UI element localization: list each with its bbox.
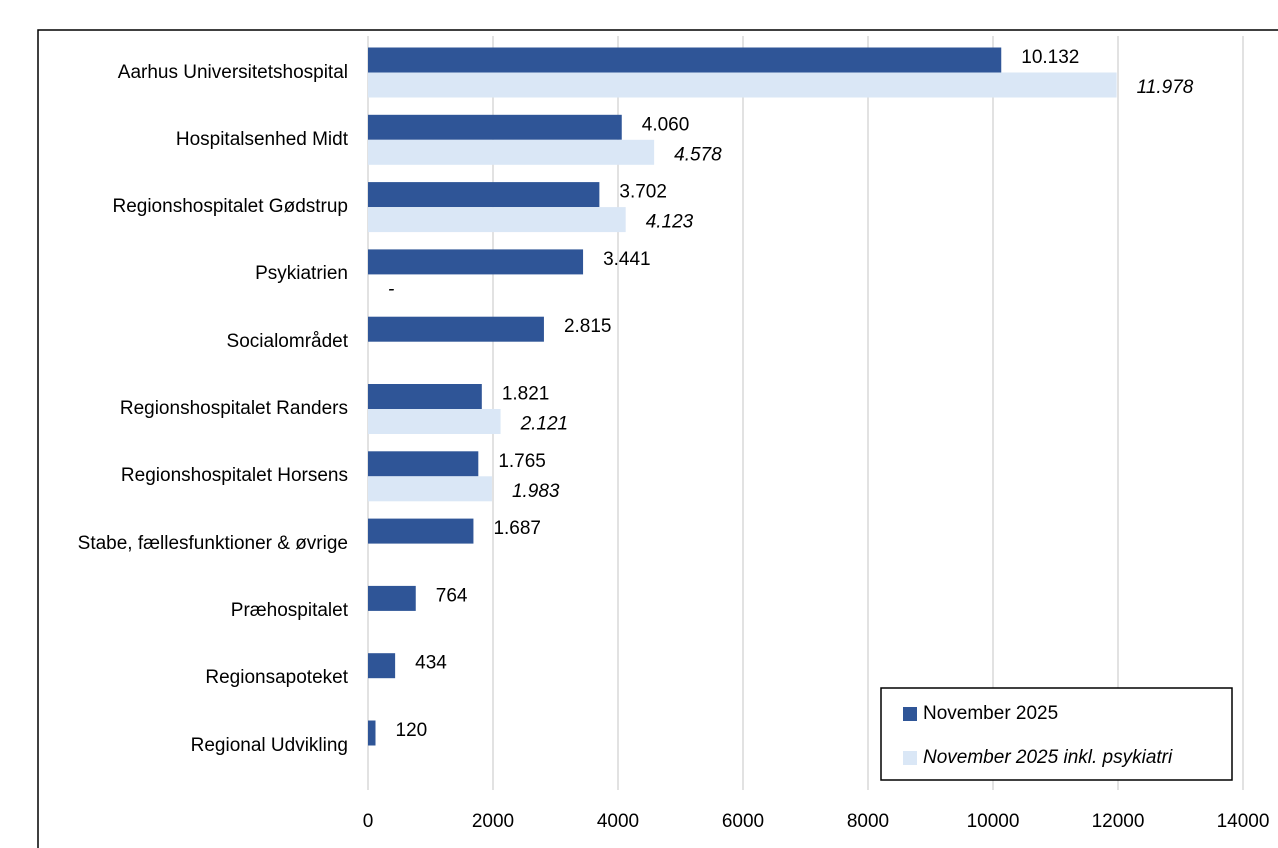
x-tick-label: 10000 (967, 811, 1020, 832)
bar (368, 114, 622, 140)
bar (368, 182, 600, 208)
x-tick-label: 14000 (1217, 811, 1270, 832)
x-tick-label: 12000 (1092, 811, 1145, 832)
value-label: 1.821 (502, 384, 550, 405)
x-tick-label: 4000 (597, 811, 639, 832)
value-label: 120 (396, 720, 428, 741)
value-label: 11.978 (1137, 77, 1194, 98)
bar (368, 47, 1002, 73)
bar (368, 139, 655, 165)
legend-label: November 2025 (923, 703, 1058, 724)
category-text: Regionshospitalet Horsens (120, 465, 348, 487)
category-label: Stabe, fællesfunktioner & øvrige (78, 532, 348, 556)
value-label: 3.441 (603, 249, 651, 270)
bar (368, 72, 1117, 98)
category-text: Regionsapoteket (205, 667, 348, 689)
chart-border (37, 29, 1278, 848)
value-label: 434 (415, 653, 447, 674)
bar (368, 476, 492, 502)
category-label: Regionsapoteket (205, 666, 348, 690)
legend-swatch (903, 751, 917, 765)
bar (368, 409, 501, 434)
value-label: 3.702 (619, 182, 667, 203)
bar (368, 384, 482, 409)
category-text: Stabe, fællesfunktioner & øvrige (77, 532, 348, 554)
bar (368, 653, 396, 679)
bar (368, 451, 479, 477)
category-text: Regionshospitalet Gødstrup (112, 196, 348, 218)
category-label: Præhospitalet (231, 599, 348, 623)
category-text: Præhospitalet (230, 599, 348, 621)
category-label: Regionshospitalet Horsens (121, 464, 348, 488)
category-text: Aarhus Universitetshospital (117, 61, 348, 83)
category-label: Regional Udvikling (191, 734, 348, 758)
value-label: - (388, 279, 394, 300)
bar (368, 207, 626, 233)
value-label: 4.123 (646, 212, 694, 233)
bar (368, 518, 474, 544)
legend-swatch (903, 707, 917, 721)
value-label: 4.578 (674, 144, 722, 165)
category-label: Socialområdet (227, 330, 348, 354)
category-text: Hospitalsenhed Midt (175, 128, 348, 150)
bar (368, 316, 544, 342)
x-tick-label: 6000 (722, 811, 764, 832)
x-tick-label: 0 (363, 811, 374, 832)
category-label: Aarhus Universitetshospital (118, 61, 348, 85)
bar (368, 720, 376, 746)
category-label: Regionshospitalet Randers (120, 397, 348, 421)
value-label: 1.765 (498, 451, 546, 472)
category-text: Socialområdet (226, 330, 348, 352)
x-tick-label: 2000 (472, 811, 514, 832)
category-label: Regionshospitalet Gødstrup (112, 195, 348, 219)
value-label: 1.983 (512, 481, 560, 502)
value-label: 764 (436, 585, 468, 606)
value-label: 10.132 (1021, 47, 1079, 68)
value-label: 4.060 (642, 114, 690, 135)
x-tick-label: 8000 (847, 811, 889, 832)
category-label: Hospitalsenhed Midt (176, 128, 348, 152)
value-label: 2.121 (520, 414, 569, 435)
legend-box (880, 687, 1233, 781)
category-text: Regionshospitalet Randers (119, 398, 348, 419)
category-label: Psykiatrien (255, 262, 348, 286)
value-label: 1.687 (493, 518, 541, 539)
value-label: 2.815 (564, 316, 612, 337)
category-text: Regional Udvikling (190, 734, 348, 756)
legend-label: November 2025 inkl. psykiatri (923, 747, 1173, 768)
category-text: Psykiatrien (255, 263, 348, 285)
bar (368, 585, 416, 611)
bar (368, 249, 584, 275)
